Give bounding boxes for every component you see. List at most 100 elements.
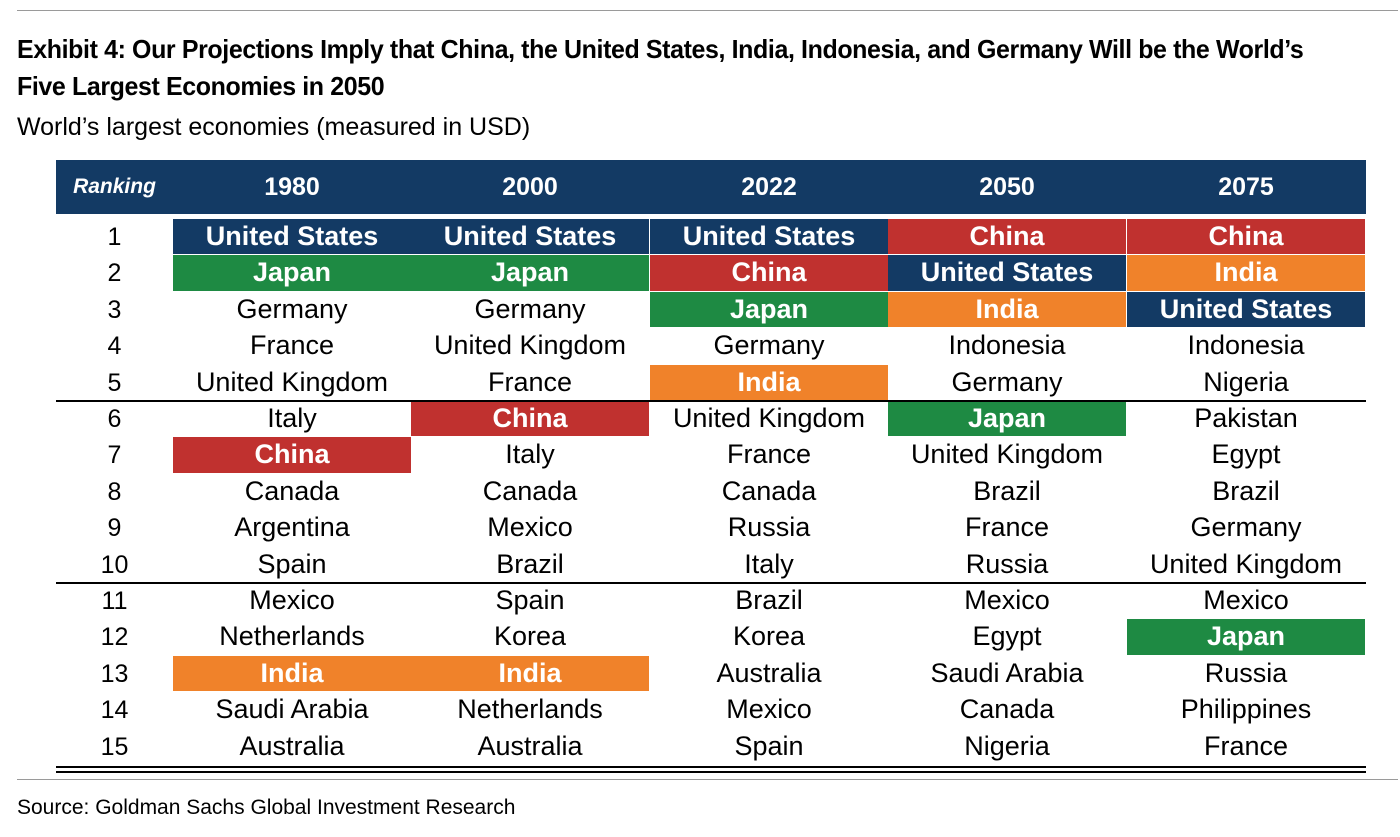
table-cell: Russia [965, 548, 1049, 579]
table-row: 2 Japan Japan China United States India [56, 255, 1366, 291]
table-cell: Indonesia [948, 330, 1066, 361]
table-row: 3 Germany Germany Japan India United States [56, 291, 1366, 328]
rank-label: 8 [107, 477, 122, 506]
rank-label: 12 [100, 623, 129, 652]
table-cell: Saudi Arabia [930, 657, 1084, 688]
rank-label: 6 [107, 405, 122, 433]
footer-rule [17, 779, 1398, 780]
table-cell-highlight: Japan [650, 291, 888, 328]
table-row: 5 United Kingdom France India Germany Nigeria [56, 364, 1366, 401]
table-cell: Egypt [1211, 439, 1281, 470]
table-cell: Mexico [1203, 585, 1289, 615]
table-row: 15 Australia Australia Spain Nigeria France [56, 729, 1366, 765]
exhibit-title: Exhibit 4: Our Projections Imply that Ch… [17, 34, 1304, 101]
table-cell: Germany [951, 366, 1063, 397]
table-cell: Nigeria [1203, 366, 1289, 397]
group-separator [56, 582, 1366, 584]
table-cell: Australia [716, 657, 822, 688]
table-cell: Australia [477, 730, 583, 761]
table-cell-highlight: Japan [173, 255, 411, 291]
table-cell: Brazil [1212, 475, 1280, 506]
table-cell: Russia [1204, 657, 1288, 688]
rank-label: 3 [107, 295, 122, 324]
table-cell: Germany [474, 293, 586, 324]
table-cell: Germany [1190, 512, 1302, 543]
table-cell: Italy [267, 403, 317, 433]
table-cell: United Kingdom [910, 439, 1104, 470]
header-year-2075: 2075 [1218, 173, 1274, 201]
table-cell: France [249, 330, 335, 361]
table-bottom-rule [56, 771, 1366, 773]
table-cell: United Kingdom [1149, 548, 1343, 579]
rank-label: 9 [107, 514, 122, 543]
table-row: 9 Argentina Mexico Russia France Germany [56, 510, 1366, 546]
table-cell: Korea [493, 621, 567, 652]
table-cell: Spain [734, 730, 804, 761]
table-bottom-rule [56, 766, 1366, 768]
rank-label: 14 [100, 696, 129, 725]
table-cell-highlight: United States [888, 255, 1126, 291]
table-cell: Italy [505, 439, 555, 470]
table-cell: United Kingdom [195, 366, 389, 397]
rank-label: 1 [107, 223, 122, 251]
table-cell-highlight: India [1127, 255, 1365, 291]
table-row: 13 India India Australia Saudi Arabia Russia [56, 655, 1366, 692]
header-year-2050: 2050 [979, 173, 1035, 201]
rank-label: 11 [101, 587, 128, 615]
table-cell: Indonesia [1187, 330, 1305, 361]
table-cell-highlight: India [888, 291, 1126, 328]
table-cell: Pakistan [1194, 403, 1298, 433]
table-cell: France [964, 512, 1050, 543]
table-cell: Canada [244, 475, 340, 506]
top-rule [17, 10, 1398, 11]
table-header: Ranking 1980 2000 2022 2050 2075 [56, 160, 1366, 214]
table-cell: Argentina [234, 512, 350, 543]
table-cell-highlight: China [650, 255, 888, 291]
table-cell-highlight: China [411, 401, 649, 437]
header-year-1980: 1980 [264, 173, 320, 201]
table-cell: Australia [239, 730, 345, 761]
table-cell: Spain [257, 548, 327, 579]
table-cell-highlight: United States [173, 219, 411, 255]
table-cell: Mexico [964, 585, 1050, 615]
table-row: 1 United States United States United States… [56, 219, 1366, 255]
table-cell: Canada [482, 475, 578, 506]
source-note: Source: Goldman Sachs Global Investment … [17, 796, 516, 819]
table-row: 12 Netherlands Korea Korea Egypt Japan [56, 619, 1366, 655]
table-cell: Brazil [973, 475, 1041, 506]
table-cell: France [726, 439, 812, 470]
table-cell-highlight: China [1127, 219, 1365, 255]
table-cell: France [487, 366, 573, 397]
rank-label: 2 [107, 259, 122, 288]
table-cell-highlight: United States [650, 219, 888, 255]
table-cell: Russia [727, 512, 811, 543]
table-cell: Italy [744, 548, 794, 579]
table-cell-highlight: India [650, 364, 888, 400]
table-cell: Brazil [496, 548, 564, 579]
table-cell-highlight: Japan [411, 255, 649, 291]
rank-label: 13 [100, 659, 129, 688]
table-cell-highlight: India [173, 655, 411, 692]
rank-label: 7 [107, 441, 122, 470]
header-ranking: Ranking [73, 175, 156, 198]
table-cell-highlight: United States [1127, 291, 1365, 328]
table-cell: Canada [959, 694, 1055, 725]
table-row: 6 Italy China United Kingdom Japan Pakistan [56, 401, 1366, 437]
table-cell: Mexico [249, 585, 335, 615]
table-row: 7 China Italy France United Kingdom Egypt [56, 437, 1366, 473]
group-separator [56, 400, 1366, 402]
rank-label: 15 [100, 732, 129, 761]
rank-label: 5 [107, 368, 122, 397]
table-row: 4 France United Kingdom Germany Indonesia Ind… [56, 328, 1366, 364]
table-cell: Mexico [487, 512, 573, 543]
table-cell: Philippines [1180, 694, 1312, 725]
table-row: 14 Saudi Arabia Netherlands Mexico Canada Phi… [56, 692, 1366, 728]
exhibit-subtitle: World’s largest economies (measured in U… [17, 113, 531, 141]
table-cell: Egypt [972, 621, 1042, 652]
table-cell: Netherlands [219, 621, 365, 652]
rank-label: 10 [100, 550, 129, 579]
table-cell-highlight: Japan [1127, 619, 1365, 655]
table-cell: United Kingdom [433, 330, 627, 361]
table-cell-highlight: China [888, 219, 1126, 255]
rankings-table: Ranking 1980 2000 2022 2050 2075 1 United Stat… [56, 160, 1366, 773]
